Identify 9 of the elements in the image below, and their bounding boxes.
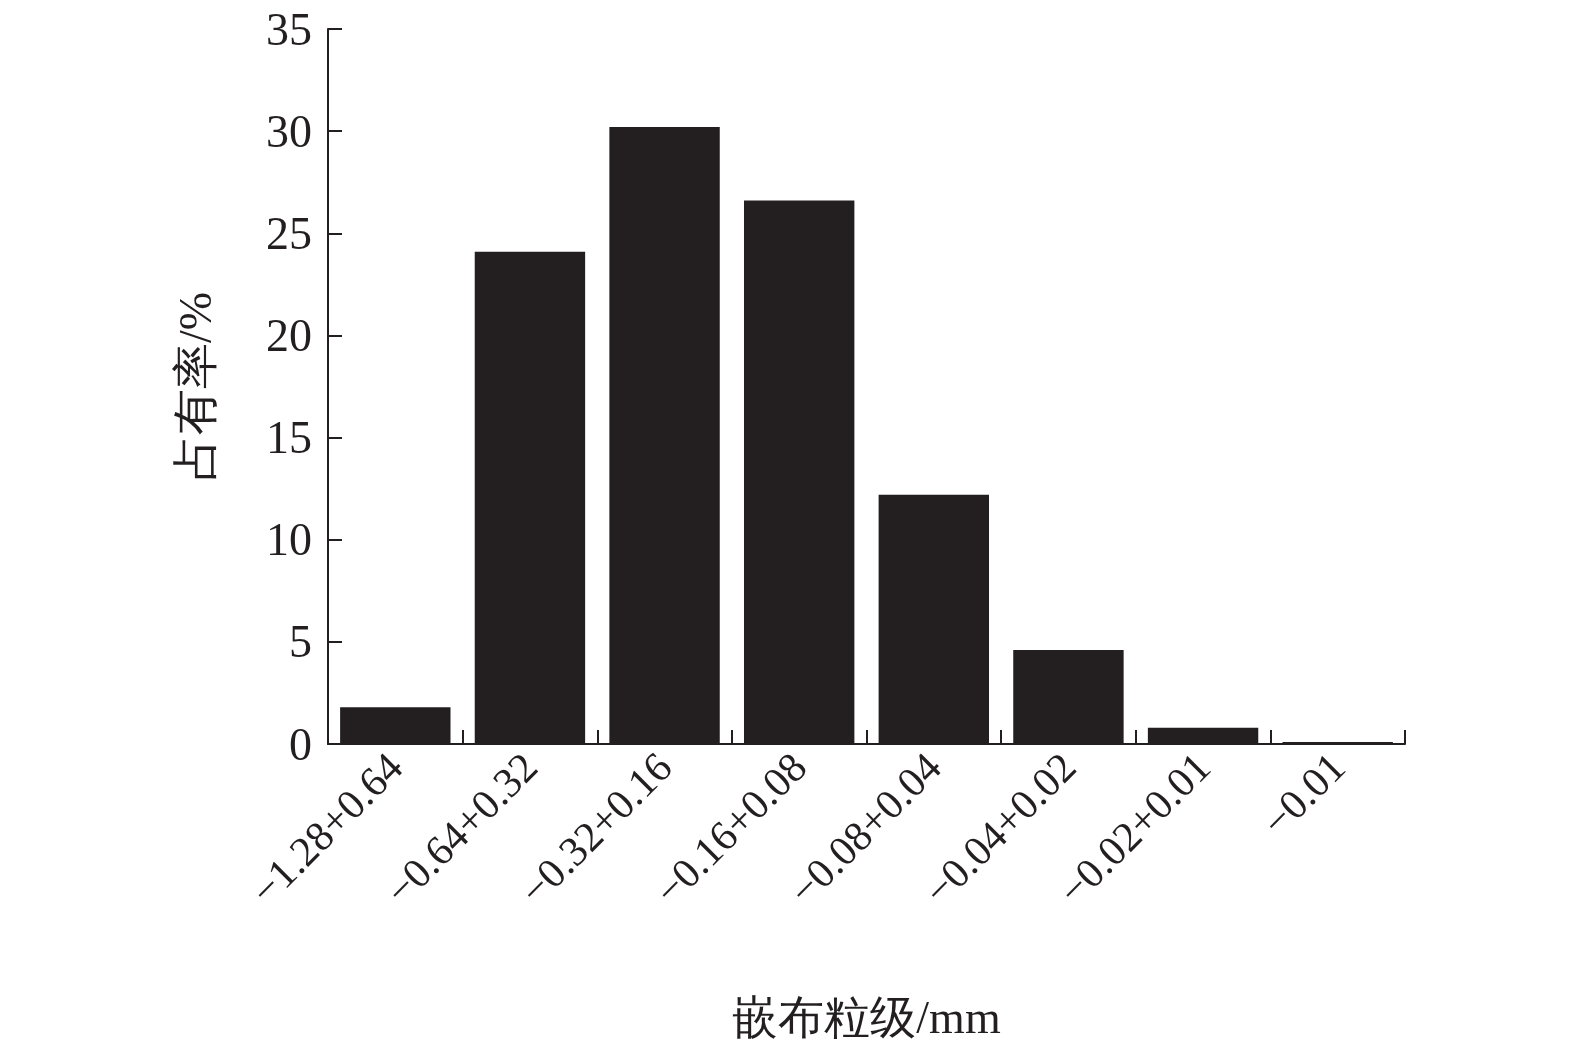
x-axis-title: 嵌布粒级/mm xyxy=(732,991,1001,1043)
y-axis-title: 占有率/% xyxy=(169,291,221,482)
y-tick-label: 35 xyxy=(266,3,312,55)
y-tick-label: 30 xyxy=(266,105,312,157)
y-tick-label: 10 xyxy=(266,514,312,566)
y-tick-label: 5 xyxy=(289,616,312,668)
y-tick-label: 25 xyxy=(266,207,312,259)
y-tick-label: 15 xyxy=(266,412,312,464)
y-tick-label: 20 xyxy=(266,309,312,361)
